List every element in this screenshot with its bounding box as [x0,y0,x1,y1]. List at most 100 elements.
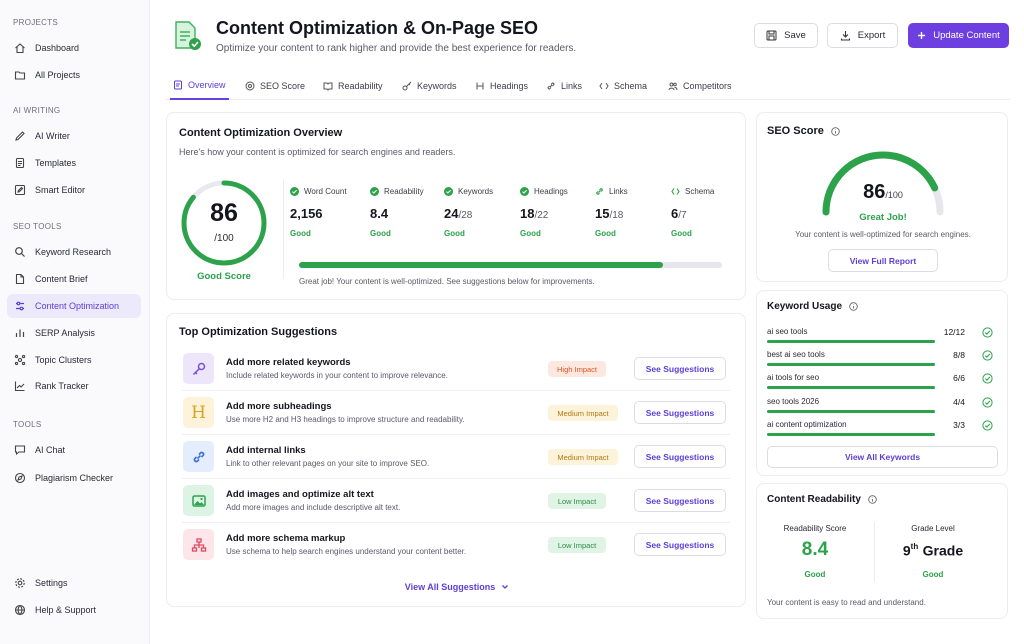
tab-seo-score[interactable]: SEO Score [245,72,305,100]
metric-status: Good [671,229,692,238]
see-suggestions-button[interactable]: See Suggestions [634,489,726,512]
readability-heading: Content Readability [767,494,877,505]
info-icon[interactable] [868,495,877,504]
metric-denominator: /7 [678,210,687,221]
seo-score-readout: 86/100 [757,181,1009,204]
divider [283,179,284,279]
suggestion-title: Add images and optimize alt text [226,489,374,500]
see-suggestions-button[interactable]: See Suggestions [634,533,726,556]
sidebar: PROJECTS Dashboard All Projects AI WRITI… [0,0,150,644]
keyword-bar [767,363,935,366]
keyword-usage-title: Keyword Usage [767,301,843,312]
impact-badge: High Impact [548,361,606,377]
impact-badge: Medium Impact [548,405,618,421]
tab-readability[interactable]: Readability [323,72,383,100]
tab-overview[interactable]: Overview [170,72,229,100]
sidebar-item-label: AI Writer [35,131,70,141]
sidebar-item-serp-analysis[interactable]: SERP Analysis [7,321,141,345]
view-full-report-button[interactable]: View Full Report [828,249,938,272]
info-icon[interactable] [849,302,858,311]
keyword-usage-heading: Keyword Usage [767,301,858,312]
view-all-suggestions-link[interactable]: View All Suggestions [167,582,747,592]
view-all-keywords-button[interactable]: View All Keywords [767,446,998,468]
seo-score-max: /100 [885,190,903,200]
overview-title: Content Optimization Overview [179,127,343,139]
check-circle-icon [290,187,299,196]
sidebar-item-label: Dashboard [35,43,80,53]
see-suggestions-button[interactable]: See Suggestions [634,401,726,424]
suggestion-desc: Add more images and include descriptive … [226,503,401,512]
sidebar-item-smart-editor[interactable]: Smart Editor [7,178,141,202]
overview-progress-fill [299,262,663,268]
see-suggestions-button[interactable]: See Suggestions [634,445,726,468]
metric-label: Links [609,187,628,196]
tab-label: Schema [614,81,648,91]
metric-value: 15 [595,206,610,221]
tab-keywords[interactable]: Keywords [402,72,457,100]
metric-value: 6 [671,206,679,221]
keyword-row: seo tools 2026 4/4 [767,397,997,421]
tab-competitors[interactable]: Competitors [668,72,732,100]
sidebar-item-keyword-research[interactable]: Keyword Research [7,240,141,264]
metric-label: Readability [384,187,424,196]
section-seo-tools: SEO TOOLS [13,222,62,231]
link-icon [183,441,214,472]
metric-value: 24 [444,206,459,221]
chat-icon [13,443,27,457]
metric-denominator: /22 [534,210,549,221]
seo-score-card: SEO Score 86/100 Great Job! Your content… [756,112,1008,282]
keyword-count: 12/12 [943,327,965,337]
grade-suffix: th [910,542,919,551]
search-icon [13,245,27,259]
sidebar-item-label: Smart Editor [35,185,86,195]
sidebar-item-label: Content Optimization [35,301,120,311]
metric-label: Word Count [304,187,347,196]
tab-headings[interactable]: Headings [475,72,528,100]
suggestion-desc: Link to other relevant pages on your sit… [226,459,430,468]
seo-score-heading: SEO Score [767,125,840,137]
export-button[interactable]: Export [827,23,898,48]
update-content-button[interactable]: Update Content [908,23,1009,48]
keyword-row: ai seo tools 12/12 [767,327,997,351]
sidebar-item-label: AI Chat [35,445,66,455]
sidebar-item-templates[interactable]: Templates [7,151,141,175]
sidebar-item-label: All Projects [35,70,81,80]
suggestion-desc: Use more H2 and H3 headings to improve s… [226,415,465,424]
suggestion-title: Add internal links [226,445,306,456]
section-tools: TOOLS [13,420,42,429]
sidebar-item-content-brief[interactable]: Content Brief [7,267,141,291]
sidebar-item-all-projects[interactable]: All Projects [7,63,141,87]
sidebar-item-help-support[interactable]: Help & Support [7,598,141,622]
export-label: Export [857,30,886,41]
sidebar-item-settings[interactable]: Settings [7,571,141,595]
tab-links[interactable]: Links [546,72,582,100]
tab-schema[interactable]: Schema [599,72,647,100]
sidebar-item-label: Templates [35,158,77,168]
sidebar-item-rank-tracker[interactable]: Rank Tracker [7,374,141,398]
sidebar-item-ai-chat[interactable]: AI Chat [7,438,141,462]
check-icon [982,327,993,338]
sidebar-item-plagiarism-checker[interactable]: Plagiarism Checker [7,466,141,490]
keyword-bar [767,410,935,413]
save-button[interactable]: Save [754,23,818,48]
check-icon [982,350,993,361]
keyword-count: 4/4 [953,397,965,407]
file-icon [13,272,27,286]
info-icon[interactable] [831,126,840,136]
impact-badge: Low Impact [548,493,606,509]
target-icon [245,81,255,91]
sidebar-item-content-optimization[interactable]: Content Optimization [7,294,141,318]
sidebar-item-ai-writer[interactable]: AI Writer [7,124,141,148]
sliders-icon [13,299,27,313]
suggestion-row: H Add more subheadings Use more H2 and H… [182,391,730,435]
grade-word: Grade [922,542,964,559]
sidebar-item-topic-clusters[interactable]: Topic Clusters [7,348,141,372]
metric-value: 8.4 [370,206,389,221]
overview-progress-track [299,262,722,268]
cluster-icon [13,353,27,367]
metric-denominator: /28 [458,210,473,221]
sidebar-item-dashboard[interactable]: Dashboard [7,36,141,60]
tab-label: Headings [490,81,529,91]
see-suggestions-button[interactable]: See Suggestions [634,357,726,380]
metric-label: Schema [685,187,715,196]
